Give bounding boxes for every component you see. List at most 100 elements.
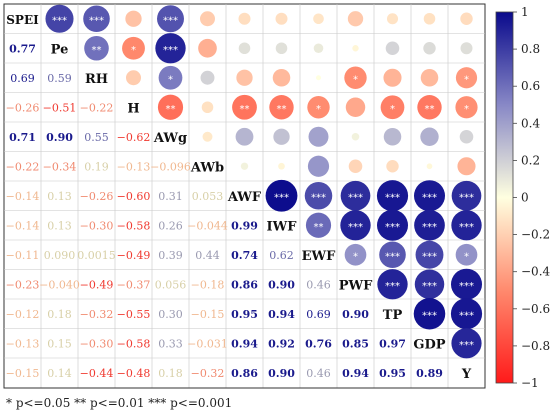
- significance-stars: *: [316, 104, 321, 115]
- colorbar-tick-label: −1: [521, 376, 539, 390]
- correlation-circle: [304, 181, 333, 210]
- significance-stars: ***: [422, 281, 437, 292]
- coefficient-value: 0.94: [231, 337, 258, 350]
- colorbar-tick-label: −0.8: [521, 339, 550, 353]
- coefficient-value: 0.90: [268, 278, 295, 291]
- significance-stars: ***: [385, 281, 400, 292]
- coefficient-value: 0.86: [231, 367, 258, 380]
- correlation-circle: [386, 160, 399, 173]
- correlation-circle: [348, 159, 363, 174]
- correlation-circle: [240, 162, 249, 170]
- coefficient-value: 0.99: [231, 219, 258, 232]
- correlation-circle: [451, 180, 482, 211]
- significance-stars: ***: [385, 222, 400, 233]
- coefficient-value: 0.056: [155, 278, 187, 291]
- coefficient-value: −0.30: [80, 219, 114, 232]
- correlation-circle: [376, 180, 409, 212]
- coefficient-value: −0.15: [191, 308, 225, 321]
- coefficient-value: 0.92: [268, 337, 295, 350]
- coefficient-value: 0.85: [342, 337, 369, 350]
- coefficient-value: −0.14: [6, 219, 40, 232]
- significance-stars: **: [240, 104, 250, 115]
- coefficient-value: −0.040: [39, 278, 80, 291]
- coefficient-value: 0.26: [158, 219, 183, 232]
- coefficient-value: 0.19: [84, 160, 109, 173]
- coefficient-value: −0.26: [6, 101, 40, 114]
- coefficient-value: 0.95: [231, 308, 258, 321]
- correlation-circle: [340, 210, 371, 241]
- coefficient-value: 0.33: [158, 337, 183, 350]
- significance-stars: **: [314, 222, 324, 233]
- correlation-circle: [426, 163, 433, 170]
- variable-label-y: Y: [461, 367, 472, 382]
- significance-stars: **: [277, 104, 287, 115]
- correlation-circle: [379, 241, 406, 269]
- correlation-circle: [460, 42, 473, 55]
- coefficient-value: 0.30: [158, 308, 183, 321]
- coefficient-value: 0.90: [342, 308, 369, 321]
- coefficient-value: 0.86: [231, 278, 258, 291]
- significance-stars: ***: [52, 15, 67, 26]
- coefficient-value: 0.89: [416, 367, 443, 380]
- correlation-circle: [352, 45, 359, 52]
- correlation-circle: [307, 96, 330, 119]
- significance-stars: ***: [422, 222, 437, 233]
- significance-stars: *: [464, 104, 469, 115]
- correlation-circle: [351, 132, 360, 141]
- coefficient-value: 0.90: [46, 131, 73, 144]
- correlation-circle: [413, 297, 446, 330]
- significance-stars: ***: [459, 310, 474, 321]
- correlation-circle: [344, 66, 367, 89]
- significance-stars: ***: [459, 340, 474, 351]
- correlation-circle: [155, 33, 186, 64]
- correlation-circle: [417, 95, 442, 120]
- colorbar-tick-label: 0.2: [521, 153, 540, 167]
- coefficient-value: −0.096: [150, 160, 191, 173]
- coefficient-value: 0.74: [231, 249, 258, 262]
- correlation-circle: [423, 12, 436, 25]
- correlation-circle: [451, 210, 482, 241]
- variable-label-spei: SPEI: [6, 13, 39, 27]
- coefficient-value: 0.55: [84, 131, 109, 144]
- coefficient-value: 0.46: [306, 367, 331, 380]
- colorbar: 1 0.8 0.6 0.4 0.2 0 −0.2 −0.4 −0.6 −0.8 −1: [495, 5, 550, 390]
- correlation-circle: [265, 179, 298, 212]
- correlation-circle: [316, 75, 321, 81]
- significance-stars: *: [390, 104, 395, 115]
- correlation-circle: [232, 94, 257, 120]
- colorbar-tick-label: 0: [521, 191, 529, 205]
- variable-label-pwf: PWF: [339, 278, 373, 293]
- coefficient-value: −0.30: [80, 337, 114, 350]
- correlation-circle: [344, 243, 367, 266]
- coefficient-value: 0.94: [342, 367, 369, 380]
- variable-label-awf: AWF: [227, 190, 262, 205]
- correlation-circle: [347, 11, 364, 27]
- correlation-circle: [236, 69, 253, 86]
- colorbar-tick-label: −0.4: [521, 265, 550, 279]
- coefficient-value: 0.13: [47, 219, 72, 232]
- significance-legend: * p<=0.05 ** p<=0.01 *** p<=0.001: [6, 396, 232, 410]
- significance-stars: ***: [422, 192, 437, 203]
- significance-stars: ***: [459, 281, 474, 292]
- coefficient-value: −0.32: [191, 367, 225, 380]
- coefficient-value: 0.31: [158, 190, 183, 203]
- significance-stars: ***: [163, 15, 178, 26]
- correlation-circle: [455, 96, 478, 119]
- coefficient-value: −0.14: [6, 190, 40, 203]
- correlation-circle: [272, 68, 291, 87]
- coefficient-value: −0.12: [6, 308, 40, 321]
- coefficient-value: 0.95: [379, 367, 406, 380]
- correlation-circle: [414, 269, 445, 299]
- significance-stars: *: [464, 74, 469, 85]
- coefficient-value: −0.51: [43, 101, 77, 114]
- coefficient-value: −0.48: [117, 367, 151, 380]
- correlation-circle: [275, 42, 288, 55]
- correlation-circle: [202, 131, 213, 142]
- coefficient-value: 0.13: [47, 190, 72, 203]
- significance-stars: ***: [459, 222, 474, 233]
- significance-stars: ***: [385, 192, 400, 203]
- correlation-circle: [273, 128, 290, 145]
- coefficient-value: 0.14: [47, 367, 72, 380]
- variable-label-ewf: EWF: [302, 249, 337, 264]
